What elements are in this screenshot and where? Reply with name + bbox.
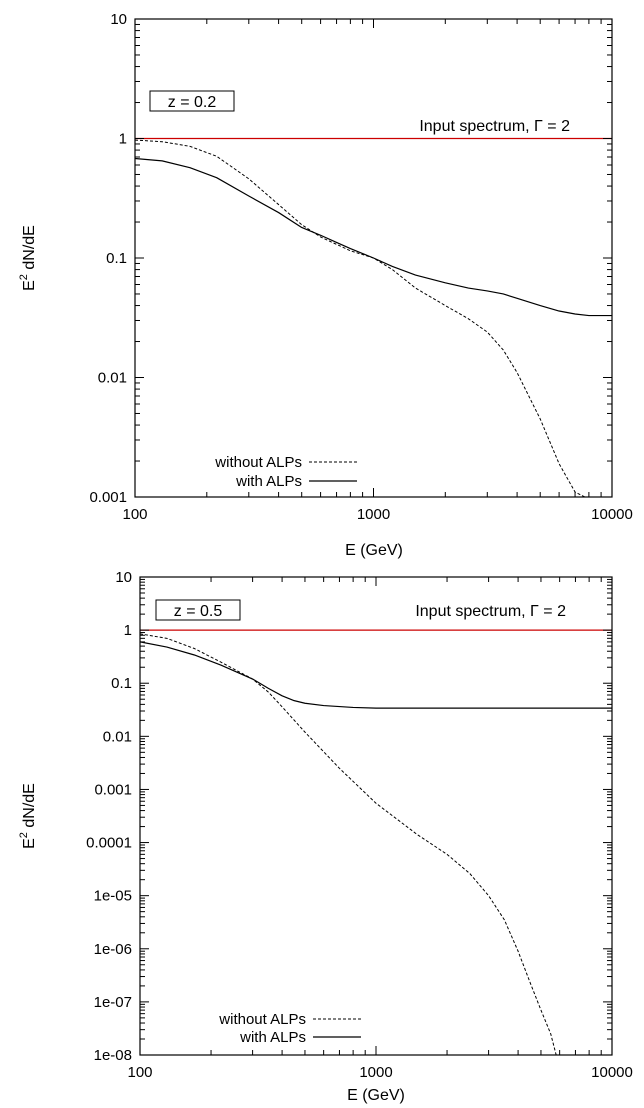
bottom-y-tick-label: 0.001 [94,781,132,798]
top-y-tick-label: 0.01 [98,370,127,387]
bottom-legend: without ALPs with ALPs [218,1011,361,1046]
top-x-tick-label: 100 [122,506,147,523]
bottom-y-tick-label: 0.0001 [86,835,132,852]
top-legend-label-without-alps: without ALPs [214,454,302,471]
bottom-x-axis-label: E (GeV) [347,1087,405,1104]
top-series-group [135,137,612,497]
bottom-series-group [140,629,612,1055]
bottom-x-tick-label: 1000 [359,1064,392,1081]
bottom-input-spectrum-label: Input spectrum, Γ = 2 [415,603,566,620]
bottom-plot-frame [139,576,613,1056]
bottom-y-axis-label: E2 dN/dE [18,783,38,849]
top-y-tick-label: 0.1 [106,250,127,267]
top-y-tick-label: 10 [110,11,127,28]
top-x-tick-label: 1000 [357,506,390,523]
bottom-y-tick-label: 1e-05 [94,888,132,905]
top-ticks [134,18,613,498]
bottom-series-without-alps [140,633,557,1055]
top-x-axis-label: E (GeV) [345,542,403,559]
top-legend-label-with-alps: with ALPs [235,473,302,490]
top-legend: without ALPs with ALPs [214,454,357,490]
bottom-x-tick-label: 100 [127,1064,152,1081]
bottom-tick-labels: 100 1000 10000 1e-08 1e-07 1e-06 1e-05 0.0001 0.… [86,569,633,1081]
top-z-label: z = 0.2 [168,94,217,111]
bottom-y-tick-label: 1e-08 [94,1047,132,1064]
bottom-y-tick-label: 1e-06 [94,941,132,958]
bottom-series-with-alps [140,641,612,709]
top-y-tick-label: 0.001 [89,489,127,506]
bottom-legend-label-with-alps: with ALPs [239,1029,306,1046]
top-z-box [149,90,235,112]
top-y-tick-label: 1 [119,131,127,148]
bottom-z-box [155,599,241,621]
top-x-tick-label: 10000 [591,506,633,523]
bottom-y-tick-label: 0.01 [103,728,132,745]
bottom-z-label: z = 0.5 [174,603,223,620]
bottom-legend-label-without-alps: without ALPs [218,1011,306,1028]
top-series-without-alps [135,139,586,497]
top-y-axis-label: E2 dN/dE [18,225,38,291]
bottom-ticks [139,576,613,1056]
bottom-x-tick-label: 10000 [591,1064,633,1081]
bottom-chart: 100 1000 10000 1e-08 1e-07 1e-06 1e-05 0.0001 0.… [18,569,633,1104]
top-chart: 100 1000 10000 0.001 0.01 0.1 1 10 z = 0.2 Inpu… [18,11,633,559]
top-series-with-alps [135,157,612,317]
bottom-y-tick-label: 0.1 [111,675,132,692]
bottom-y-tick-label: 10 [115,569,132,586]
top-input-spectrum-label: Input spectrum, Γ = 2 [419,118,570,135]
top-tick-labels: 100 1000 10000 0.001 0.01 0.1 1 10 [89,11,632,523]
bottom-plot-area [140,629,612,1055]
top-plot-area [135,137,612,497]
bottom-y-tick-label: 1e-07 [94,994,132,1011]
bottom-y-tick-label: 1 [124,622,132,639]
